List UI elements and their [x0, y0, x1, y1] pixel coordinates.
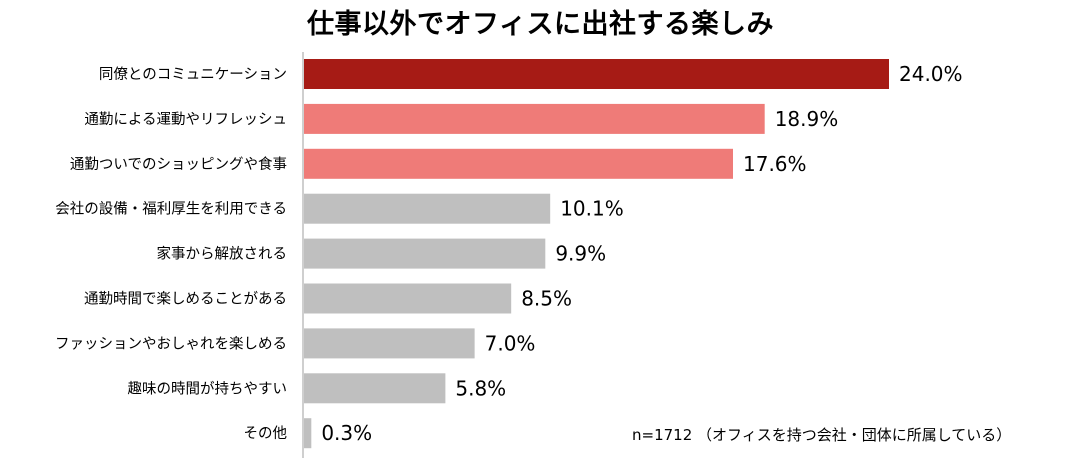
value-label-3: 10.1% — [560, 197, 624, 221]
category-label-7: 趣味の時間が持ちやすい — [128, 380, 288, 397]
category-label-4: 家事から解放される — [157, 246, 288, 263]
chart-title: 仕事以外でオフィスに出社する楽しみ — [307, 9, 774, 40]
value-label-7: 5.8% — [455, 376, 506, 400]
category-label-6: ファッションやおしゃれを楽しめる — [55, 335, 287, 352]
bar-1 — [304, 103, 765, 134]
category-label-3: 会社の設備・福利厚生を利用できる — [55, 201, 287, 218]
category-label-8: その他 — [244, 425, 288, 442]
bar-8 — [304, 418, 312, 449]
value-label-1: 18.9% — [775, 107, 839, 131]
bar-4 — [304, 238, 546, 269]
bar-3 — [304, 193, 551, 224]
value-label-5: 8.5% — [521, 287, 572, 311]
value-label-4: 9.9% — [555, 242, 606, 266]
value-label-0: 24.0% — [899, 62, 963, 86]
category-label-5: 通勤時間で楽しめることがある — [84, 291, 287, 308]
bars-group: 同僚とのコミュニケーション 24.0% 通勤による運動やリフレッシュ 18.9% 通勤つ… — [55, 59, 963, 449]
bar-6 — [304, 328, 475, 359]
value-label-8: 0.3% — [321, 421, 372, 445]
category-label-2: 通勤ついでのショッピングや食事 — [70, 156, 287, 173]
bar-0 — [304, 59, 889, 89]
sample-size-note: n=1712 （オフィスを持つ会社・団体に所属している） — [632, 426, 1012, 444]
bar-7 — [304, 373, 446, 404]
value-label-2: 17.6% — [743, 152, 807, 176]
bar-2 — [304, 148, 733, 179]
value-label-6: 7.0% — [485, 331, 536, 355]
category-label-0: 同僚とのコミュニケーション — [99, 66, 287, 83]
category-label-1: 通勤による運動やリフレッシュ — [84, 111, 287, 128]
bar-5 — [304, 283, 512, 314]
